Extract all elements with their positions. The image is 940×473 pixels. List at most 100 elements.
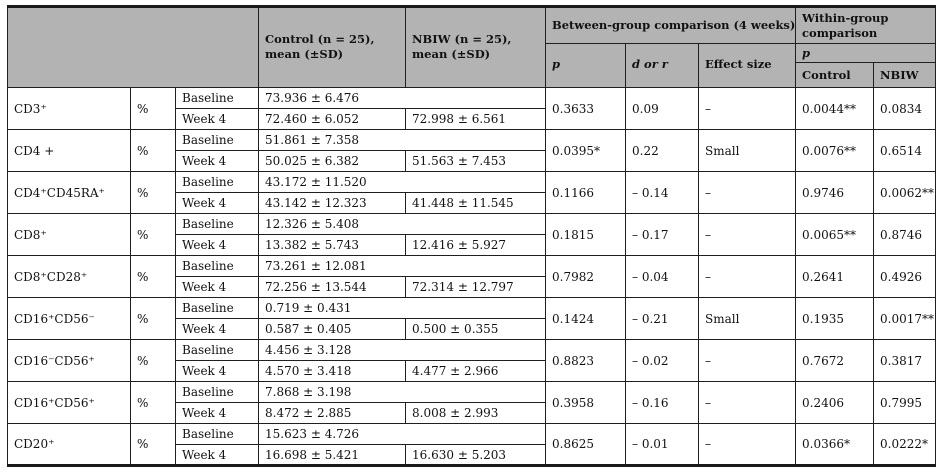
marker-cell: CD16⁺CD56⁻ — [7, 297, 131, 340]
p-within-nbiw-cell: 0.0222* — [873, 423, 937, 466]
p-within-nbiw-cell: 0.8746 — [873, 213, 937, 256]
marker-cell: CD16⁻CD56⁺ — [7, 339, 131, 382]
p-between-cell: 0.1424 — [545, 297, 627, 340]
timepoint-cell: Baseline — [174, 129, 260, 151]
p-within-control-cell: 0.7672 — [795, 339, 875, 382]
d-or-r-cell: – 0.04 — [625, 255, 700, 298]
table-row: CD20⁺ % Baseline 15.623 ± 4.726 0.8625 –… — [7, 423, 937, 466]
control-mean-header: Control (n = 25), mean (±SD) — [258, 6, 407, 88]
table-row: Week 4 4.570 ± 3.418 4.477 ± 2.966 — [8, 360, 936, 382]
p-within-control-cell: 0.0076** — [795, 129, 875, 172]
corner-empty-cell — [6, 6, 260, 88]
marker-cell: CD4 + — [7, 129, 131, 172]
within-nbiw-header: NBIW — [873, 62, 937, 88]
unit-cell: % — [130, 171, 176, 214]
marker-cell: CD16⁺CD56⁺ — [7, 381, 131, 424]
p-between-cell: 0.7982 — [545, 255, 627, 298]
p-between-cell: 0.0395* — [545, 129, 627, 172]
timepoint-cell: Week 4 — [174, 276, 260, 298]
table-row: Week 4 72.256 ± 13.544 72.314 ± 12.797 — [8, 276, 936, 298]
p-within-control-cell: 0.0366* — [795, 423, 875, 466]
d-or-r-header: d or r — [625, 43, 700, 88]
week4-control-cell: 16.698 ± 5.421 — [258, 444, 407, 466]
baseline-mean-cell: 51.861 ± 7.358 — [258, 129, 547, 151]
p-within-nbiw-cell: 0.3817 — [873, 339, 937, 382]
header-row-3: Control NBIW — [8, 62, 937, 88]
p-within-control-cell: 0.2406 — [795, 381, 875, 424]
timepoint-cell: Baseline — [174, 255, 260, 277]
marker-cell: CD8⁺ — [7, 213, 131, 256]
nbiw-mean-header: NBIW (n = 25), mean (±SD) — [405, 6, 547, 88]
week4-control-cell: 8.472 ± 2.885 — [258, 402, 407, 424]
week4-nbiw-cell: 4.477 ± 2.966 — [405, 360, 547, 382]
header-row-1: Control (n = 25), mean (±SD) NBIW (n = 2… — [6, 6, 937, 88]
unit-cell: % — [130, 297, 176, 340]
table-row: Week 4 72.460 ± 6.052 72.998 ± 6.561 — [8, 108, 936, 130]
table-row: CD4 + % Baseline 51.861 ± 7.358 0.0395* … — [7, 129, 937, 172]
timepoint-cell: Baseline — [174, 297, 260, 319]
table-row: Week 4 8.472 ± 2.885 8.008 ± 2.993 — [8, 402, 936, 424]
week4-nbiw-cell: 41.448 ± 11.545 — [405, 192, 547, 214]
effect-size-cell: – — [698, 171, 797, 214]
table-body: CD3⁺ % Baseline 73.936 ± 6.476 0.3633 0.… — [7, 87, 937, 466]
timepoint-cell: Week 4 — [174, 234, 260, 256]
timepoint-cell: Baseline — [174, 381, 260, 403]
timepoint-cell: Week 4 — [174, 444, 260, 466]
p-within-nbiw-cell: 0.4926 — [873, 255, 937, 298]
unit-cell: % — [130, 213, 176, 256]
table-row: CD3⁺ % Baseline 73.936 ± 6.476 0.3633 0.… — [7, 87, 937, 130]
timepoint-cell: Week 4 — [174, 360, 260, 382]
timepoint-cell: Week 4 — [174, 318, 260, 340]
between-group-header: Between-group comparison (4 weeks) — [545, 6, 797, 44]
unit-cell: % — [130, 87, 176, 130]
p-within-header: p — [795, 43, 937, 63]
p-within-control-cell: 0.2641 — [795, 255, 875, 298]
p-within-nbiw-cell: 0.0834 — [873, 87, 937, 130]
week4-control-cell: 72.460 ± 6.052 — [258, 108, 407, 130]
effect-size-header: Effect size — [698, 43, 797, 88]
p-between-cell: 0.8823 — [545, 339, 627, 382]
table-row: CD8⁺ % Baseline 12.326 ± 5.408 0.1815 – … — [7, 213, 937, 256]
unit-cell: % — [130, 381, 176, 424]
week4-control-cell: 43.142 ± 12.323 — [258, 192, 407, 214]
unit-cell: % — [130, 339, 176, 382]
unit-cell: % — [130, 423, 176, 466]
p-within-control-cell: 0.9746 — [795, 171, 875, 214]
effect-size-cell: – — [698, 339, 797, 382]
p-between-cell: 0.3633 — [545, 87, 627, 130]
effect-size-cell: Small — [698, 297, 797, 340]
week4-nbiw-cell: 8.008 ± 2.993 — [405, 402, 547, 424]
d-or-r-cell: – 0.02 — [625, 339, 700, 382]
table-row: CD16⁺CD56⁺ % Baseline 7.868 ± 3.198 0.39… — [7, 381, 937, 424]
table-row: Week 4 13.382 ± 5.743 12.416 ± 5.927 — [8, 234, 936, 256]
p-between-cell: 0.8625 — [545, 423, 627, 466]
timepoint-cell: Week 4 — [174, 402, 260, 424]
baseline-mean-cell: 73.936 ± 6.476 — [258, 87, 547, 109]
baseline-mean-cell: 7.868 ± 3.198 — [258, 381, 547, 403]
timepoint-cell: Baseline — [174, 87, 260, 109]
p-within-nbiw-cell: 0.7995 — [873, 381, 937, 424]
timepoint-cell: Week 4 — [174, 108, 260, 130]
within-control-header: Control — [795, 62, 875, 88]
table-row: CD16⁺CD56⁻ % Baseline 0.719 ± 0.431 0.14… — [7, 297, 937, 340]
week4-control-cell: 13.382 ± 5.743 — [258, 234, 407, 256]
header-row-2: p d or r Effect size p — [8, 43, 937, 88]
week4-control-cell: 72.256 ± 13.544 — [258, 276, 407, 298]
week4-nbiw-cell: 72.998 ± 6.561 — [405, 108, 547, 130]
marker-cell: CD20⁺ — [7, 423, 131, 466]
baseline-mean-cell: 4.456 ± 3.128 — [258, 339, 547, 361]
p-between-header: p — [545, 43, 627, 88]
p-within-nbiw-cell: 0.0017** — [873, 297, 937, 340]
effect-size-cell: – — [698, 255, 797, 298]
marker-cell: CD3⁺ — [7, 87, 131, 130]
table-row: CD4⁺CD45RA⁺ % Baseline 43.172 ± 11.520 0… — [7, 171, 937, 214]
week4-control-cell: 0.587 ± 0.405 — [258, 318, 407, 340]
table-row: Week 4 16.698 ± 5.421 16.630 ± 5.203 — [8, 444, 936, 466]
p-within-nbiw-cell: 0.6514 — [873, 129, 937, 172]
week4-nbiw-cell: 0.500 ± 0.355 — [405, 318, 547, 340]
d-or-r-cell: 0.09 — [625, 87, 700, 130]
marker-cell: CD8⁺CD28⁺ — [7, 255, 131, 298]
week4-control-cell: 4.570 ± 3.418 — [258, 360, 407, 382]
baseline-mean-cell: 73.261 ± 12.081 — [258, 255, 547, 277]
week4-nbiw-cell: 12.416 ± 5.927 — [405, 234, 547, 256]
